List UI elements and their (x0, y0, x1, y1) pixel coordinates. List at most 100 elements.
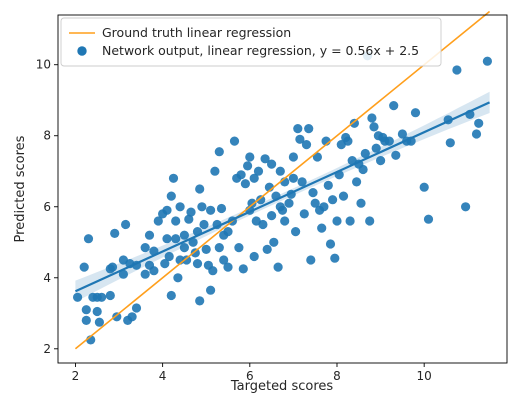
data-point-113 (308, 188, 318, 198)
data-point-101 (284, 198, 294, 208)
legend-frame (60, 17, 442, 67)
data-point-117 (317, 223, 327, 233)
data-point-27 (144, 230, 155, 240)
data-point-120 (323, 180, 333, 190)
data-point-106 (293, 124, 303, 134)
data-point-130 (345, 216, 355, 226)
data-point-59 (206, 205, 216, 215)
legend-swatch-network-output-marker (77, 46, 87, 56)
data-point-1 (81, 305, 91, 315)
data-point-157 (445, 138, 455, 148)
data-point-118 (319, 202, 329, 212)
data-point-85 (253, 166, 264, 176)
data-point-122 (328, 195, 338, 205)
data-point-98 (277, 205, 288, 215)
data-point-25 (140, 243, 150, 253)
data-point-60 (206, 285, 216, 295)
data-point-121 (325, 239, 336, 249)
data-point-136 (358, 164, 368, 175)
data-point-24 (140, 269, 150, 279)
data-point-66 (216, 203, 227, 214)
data-point-140 (367, 113, 377, 123)
data-point-114 (310, 198, 320, 208)
data-point-0 (73, 292, 83, 302)
x-tick-label: 2 (72, 369, 80, 383)
legend: Ground truth linear regression Network o… (60, 17, 442, 67)
data-point-4 (81, 315, 91, 325)
y-tick-label: 6 (43, 200, 51, 214)
y-tick-label: 4 (43, 271, 51, 285)
data-point-83 (249, 173, 259, 183)
data-point-104 (288, 152, 298, 162)
data-point-8 (92, 306, 102, 317)
data-point-103 (288, 173, 298, 183)
data-point-135 (356, 198, 366, 208)
data-point-75 (236, 170, 246, 180)
data-point-69 (223, 227, 233, 237)
data-point-61 (210, 166, 220, 176)
data-point-162 (474, 118, 484, 128)
data-point-37 (166, 191, 176, 201)
data-point-15 (110, 228, 120, 238)
x-tick-label: 10 (417, 369, 432, 383)
data-point-109 (299, 209, 309, 219)
data-point-141 (369, 122, 379, 132)
data-point-163 (482, 56, 492, 66)
data-point-132 (349, 118, 359, 128)
x-axis-label: Targeted scores (230, 379, 334, 394)
data-point-11 (105, 290, 115, 301)
data-point-147 (384, 136, 394, 146)
data-point-55 (197, 202, 207, 212)
data-point-105 (291, 227, 301, 237)
data-point-49 (188, 237, 198, 247)
data-point-18 (121, 219, 131, 230)
data-point-107 (295, 134, 305, 144)
data-point-13 (107, 262, 118, 272)
data-point-38 (168, 173, 179, 183)
data-point-40 (173, 273, 183, 283)
data-point-70 (223, 262, 233, 272)
data-point-88 (260, 154, 270, 164)
x-tick-label: 6 (246, 369, 254, 383)
data-point-158 (452, 65, 462, 75)
data-point-161 (471, 129, 482, 139)
data-point-36 (166, 290, 176, 301)
data-point-76 (238, 264, 248, 274)
data-point-2 (79, 262, 89, 272)
data-point-91 (267, 211, 277, 221)
data-point-129 (343, 136, 353, 146)
data-point-33 (162, 205, 172, 215)
data-point-127 (338, 191, 349, 201)
data-point-35 (164, 251, 174, 262)
data-point-150 (397, 129, 407, 139)
y-axis-label: Predicted scores (13, 135, 28, 242)
data-point-64 (214, 147, 224, 157)
data-point-153 (410, 108, 421, 118)
y-axis-ticks: 2 4 6 8 10 (36, 58, 58, 356)
data-point-72 (229, 136, 240, 146)
data-point-54 (195, 296, 205, 306)
data-point-14 (112, 312, 122, 322)
data-point-139 (365, 216, 375, 226)
legend-label-ground-truth: Ground truth linear regression (102, 25, 291, 40)
data-point-68 (219, 255, 229, 265)
y-tick-label: 10 (36, 58, 51, 72)
x-tick-label: 4 (159, 369, 167, 383)
legend-label-network-output: Network output, linear regression, y = 0… (102, 43, 419, 58)
data-point-21 (127, 312, 137, 322)
data-point-92 (267, 159, 277, 169)
data-point-108 (297, 177, 307, 187)
data-point-43 (175, 202, 185, 212)
data-point-115 (312, 152, 322, 162)
data-point-112 (306, 255, 316, 265)
data-point-86 (256, 195, 266, 205)
data-point-30 (153, 216, 163, 226)
data-point-123 (330, 253, 340, 263)
data-point-124 (332, 216, 342, 226)
y-tick-label: 2 (43, 342, 51, 356)
x-tick-label: 8 (333, 369, 341, 383)
data-point-56 (199, 219, 209, 230)
data-point-9 (94, 317, 104, 327)
data-point-95 (273, 262, 283, 272)
